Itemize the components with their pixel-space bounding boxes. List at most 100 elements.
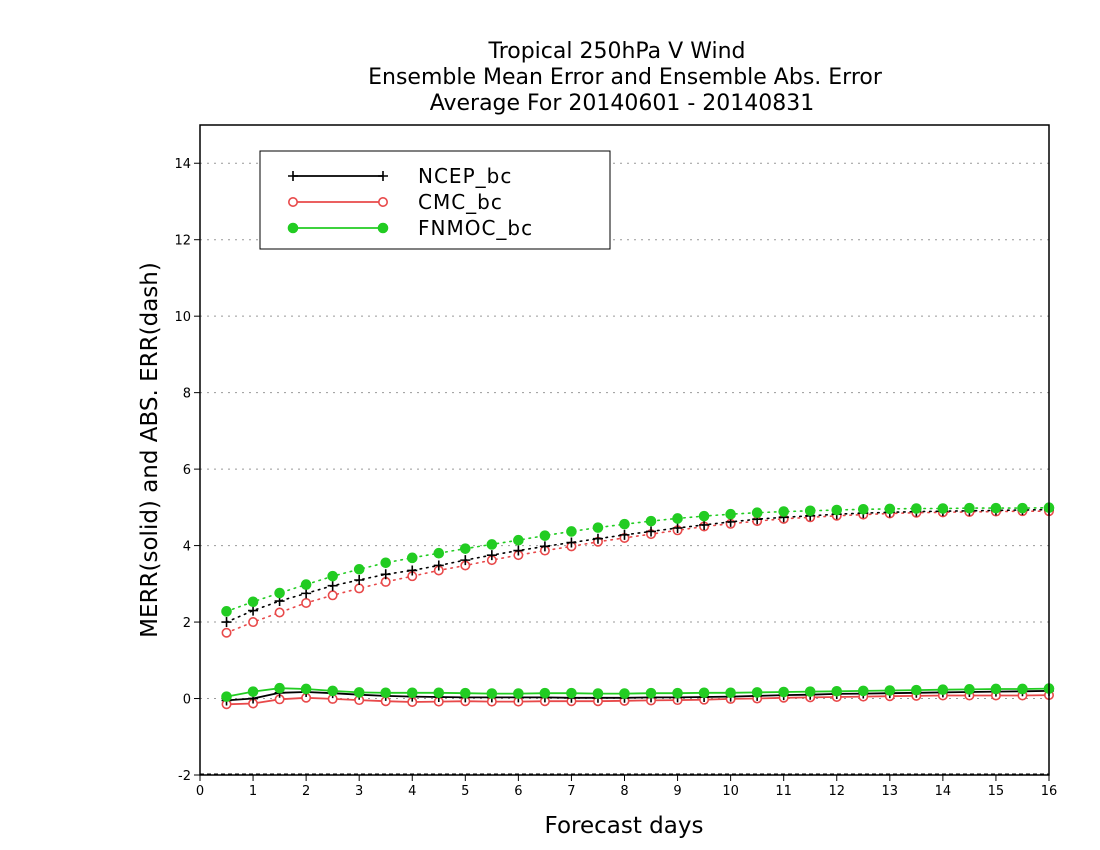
legend-marker-right-ncep-bc <box>378 171 388 181</box>
x-tick-label: 3 <box>355 784 363 799</box>
point-abs-error-fnmoc-bc <box>831 504 843 516</box>
point-mean-error-fnmoc-bc <box>486 688 498 699</box>
point-mean-error-fnmoc-bc <box>513 688 524 699</box>
x-tick-label: 0 <box>196 784 204 799</box>
y-tick-label: 4 <box>183 540 191 555</box>
point-abs-error-fnmoc-bc <box>513 534 524 546</box>
point-abs-error-ncep-bc <box>672 523 683 533</box>
point-mean-error-fnmoc-bc <box>221 691 232 702</box>
point-mean-error-fnmoc-bc <box>778 686 789 698</box>
point-mean-error-fnmoc-bc <box>672 687 683 699</box>
point-mean-error-fnmoc-bc <box>592 688 604 699</box>
point-mean-error-fnmoc-bc <box>380 687 392 699</box>
point-mean-error-fnmoc-bc <box>884 685 896 696</box>
chart-title: Tropical 250hPa V Wind Ensemble Mean Err… <box>368 39 883 116</box>
series-fnmoc-bc <box>221 502 1055 702</box>
point-abs-error-ncep-bc <box>221 617 232 628</box>
point-abs-error-fnmoc-bc <box>566 526 577 537</box>
point-mean-error-fnmoc-bc <box>964 684 975 695</box>
point-abs-error-fnmoc-bc <box>380 557 392 569</box>
point-abs-error-ncep-bc <box>407 565 418 576</box>
point-abs-error-fnmoc-bc <box>804 505 816 517</box>
point-abs-error-ncep-bc <box>619 529 630 540</box>
x-tick-label: 7 <box>567 784 575 799</box>
point-mean-error-fnmoc-bc <box>751 687 763 698</box>
point-abs-error-ncep-bc <box>354 575 365 585</box>
point-mean-error-fnmoc-bc <box>831 685 843 697</box>
x-tick-label: 6 <box>514 784 522 799</box>
point-abs-error-fnmoc-bc <box>221 606 232 617</box>
series-cmc-bc <box>221 506 1055 710</box>
y-tick-label: 2 <box>183 616 191 631</box>
point-abs-error-ncep-bc <box>646 526 657 537</box>
point-mean-error-fnmoc-bc <box>804 686 816 697</box>
x-tick-label: 2 <box>302 784 310 799</box>
point-mean-error-fnmoc-bc <box>327 685 338 697</box>
series-layer <box>221 502 1055 710</box>
point-abs-error-cmc-bc <box>327 590 338 601</box>
legend-item-ncep-bc: NCEP_bc <box>288 164 512 188</box>
point-abs-error-ncep-bc <box>248 605 259 616</box>
x-tick-label: 15 <box>988 784 1005 799</box>
y-tick-label: 0 <box>183 693 191 708</box>
legend-label-fnmoc-bc: FNMOC_bc <box>418 216 533 240</box>
x-tick-label: 10 <box>722 784 739 799</box>
point-abs-error-fnmoc-bc <box>433 547 445 559</box>
point-mean-error-fnmoc-bc <box>300 683 312 695</box>
x-tick-label: 11 <box>775 784 792 799</box>
point-abs-error-cmc-bc <box>301 597 312 608</box>
point-mean-error-fnmoc-bc <box>725 687 736 699</box>
point-mean-error-fnmoc-bc <box>353 687 365 698</box>
point-abs-error-fnmoc-bc <box>698 510 710 522</box>
point-abs-error-fnmoc-bc <box>911 503 922 514</box>
title-line-2: Ensemble Mean Error and Ensemble Abs. Er… <box>368 65 883 90</box>
point-abs-error-cmc-bc <box>248 617 259 628</box>
point-abs-error-cmc-bc <box>354 583 365 594</box>
point-mean-error-fnmoc-bc <box>857 685 869 697</box>
point-abs-error-ncep-bc <box>433 560 444 571</box>
point-abs-error-ncep-bc <box>327 580 338 591</box>
title-line-3: Average For 20140601 - 20140831 <box>430 91 815 116</box>
legend-marker-left-ncep-bc <box>288 171 298 181</box>
point-mean-error-fnmoc-bc <box>566 687 577 699</box>
point-abs-error-fnmoc-bc <box>327 570 338 582</box>
point-abs-error-fnmoc-bc <box>937 503 949 514</box>
x-tick-label: 4 <box>408 784 416 799</box>
point-abs-error-ncep-bc <box>699 519 710 530</box>
point-abs-error-fnmoc-bc <box>672 513 683 524</box>
series-line-mean-error-cmc-bc <box>226 694 1050 706</box>
y-tick-label: 8 <box>183 387 191 402</box>
point-abs-error-fnmoc-bc <box>645 515 657 527</box>
point-abs-error-fnmoc-bc <box>964 502 975 514</box>
title-line-1: Tropical 250hPa V Wind <box>487 39 745 64</box>
point-abs-error-ncep-bc <box>301 588 312 599</box>
point-mean-error-fnmoc-bc <box>433 687 445 699</box>
x-tick-label: 16 <box>1041 784 1058 799</box>
point-abs-error-cmc-bc <box>221 627 232 638</box>
point-mean-error-fnmoc-bc <box>460 687 471 699</box>
point-abs-error-fnmoc-bc <box>725 508 736 520</box>
series-line-abs-error-fnmoc-bc <box>225 506 1050 613</box>
x-tick-label: 5 <box>461 784 469 799</box>
legend-marker-left-cmc-bc <box>287 197 298 208</box>
x-tick-label: 1 <box>249 784 257 799</box>
point-mean-error-fnmoc-bc <box>937 684 949 696</box>
legend-item-fnmoc-bc: FNMOC_bc <box>287 216 533 240</box>
point-abs-error-fnmoc-bc <box>300 579 312 590</box>
point-abs-error-ncep-bc <box>380 569 391 580</box>
x-axis-label: Forecast days <box>545 813 704 839</box>
point-mean-error-fnmoc-bc <box>274 682 285 694</box>
point-abs-error-fnmoc-bc <box>990 502 1002 514</box>
point-abs-error-ncep-bc <box>460 555 471 566</box>
y-tick-label: 6 <box>183 463 191 478</box>
legend-label-ncep-bc: NCEP_bc <box>418 164 512 188</box>
legend-marker-left-fnmoc-bc <box>287 222 299 234</box>
point-abs-error-ncep-bc <box>486 550 497 561</box>
y-tick-label: 12 <box>174 234 191 249</box>
point-mean-error-fnmoc-bc <box>247 686 259 697</box>
point-mean-error-fnmoc-bc <box>698 687 710 699</box>
legend-marker-right-cmc-bc <box>377 197 388 208</box>
